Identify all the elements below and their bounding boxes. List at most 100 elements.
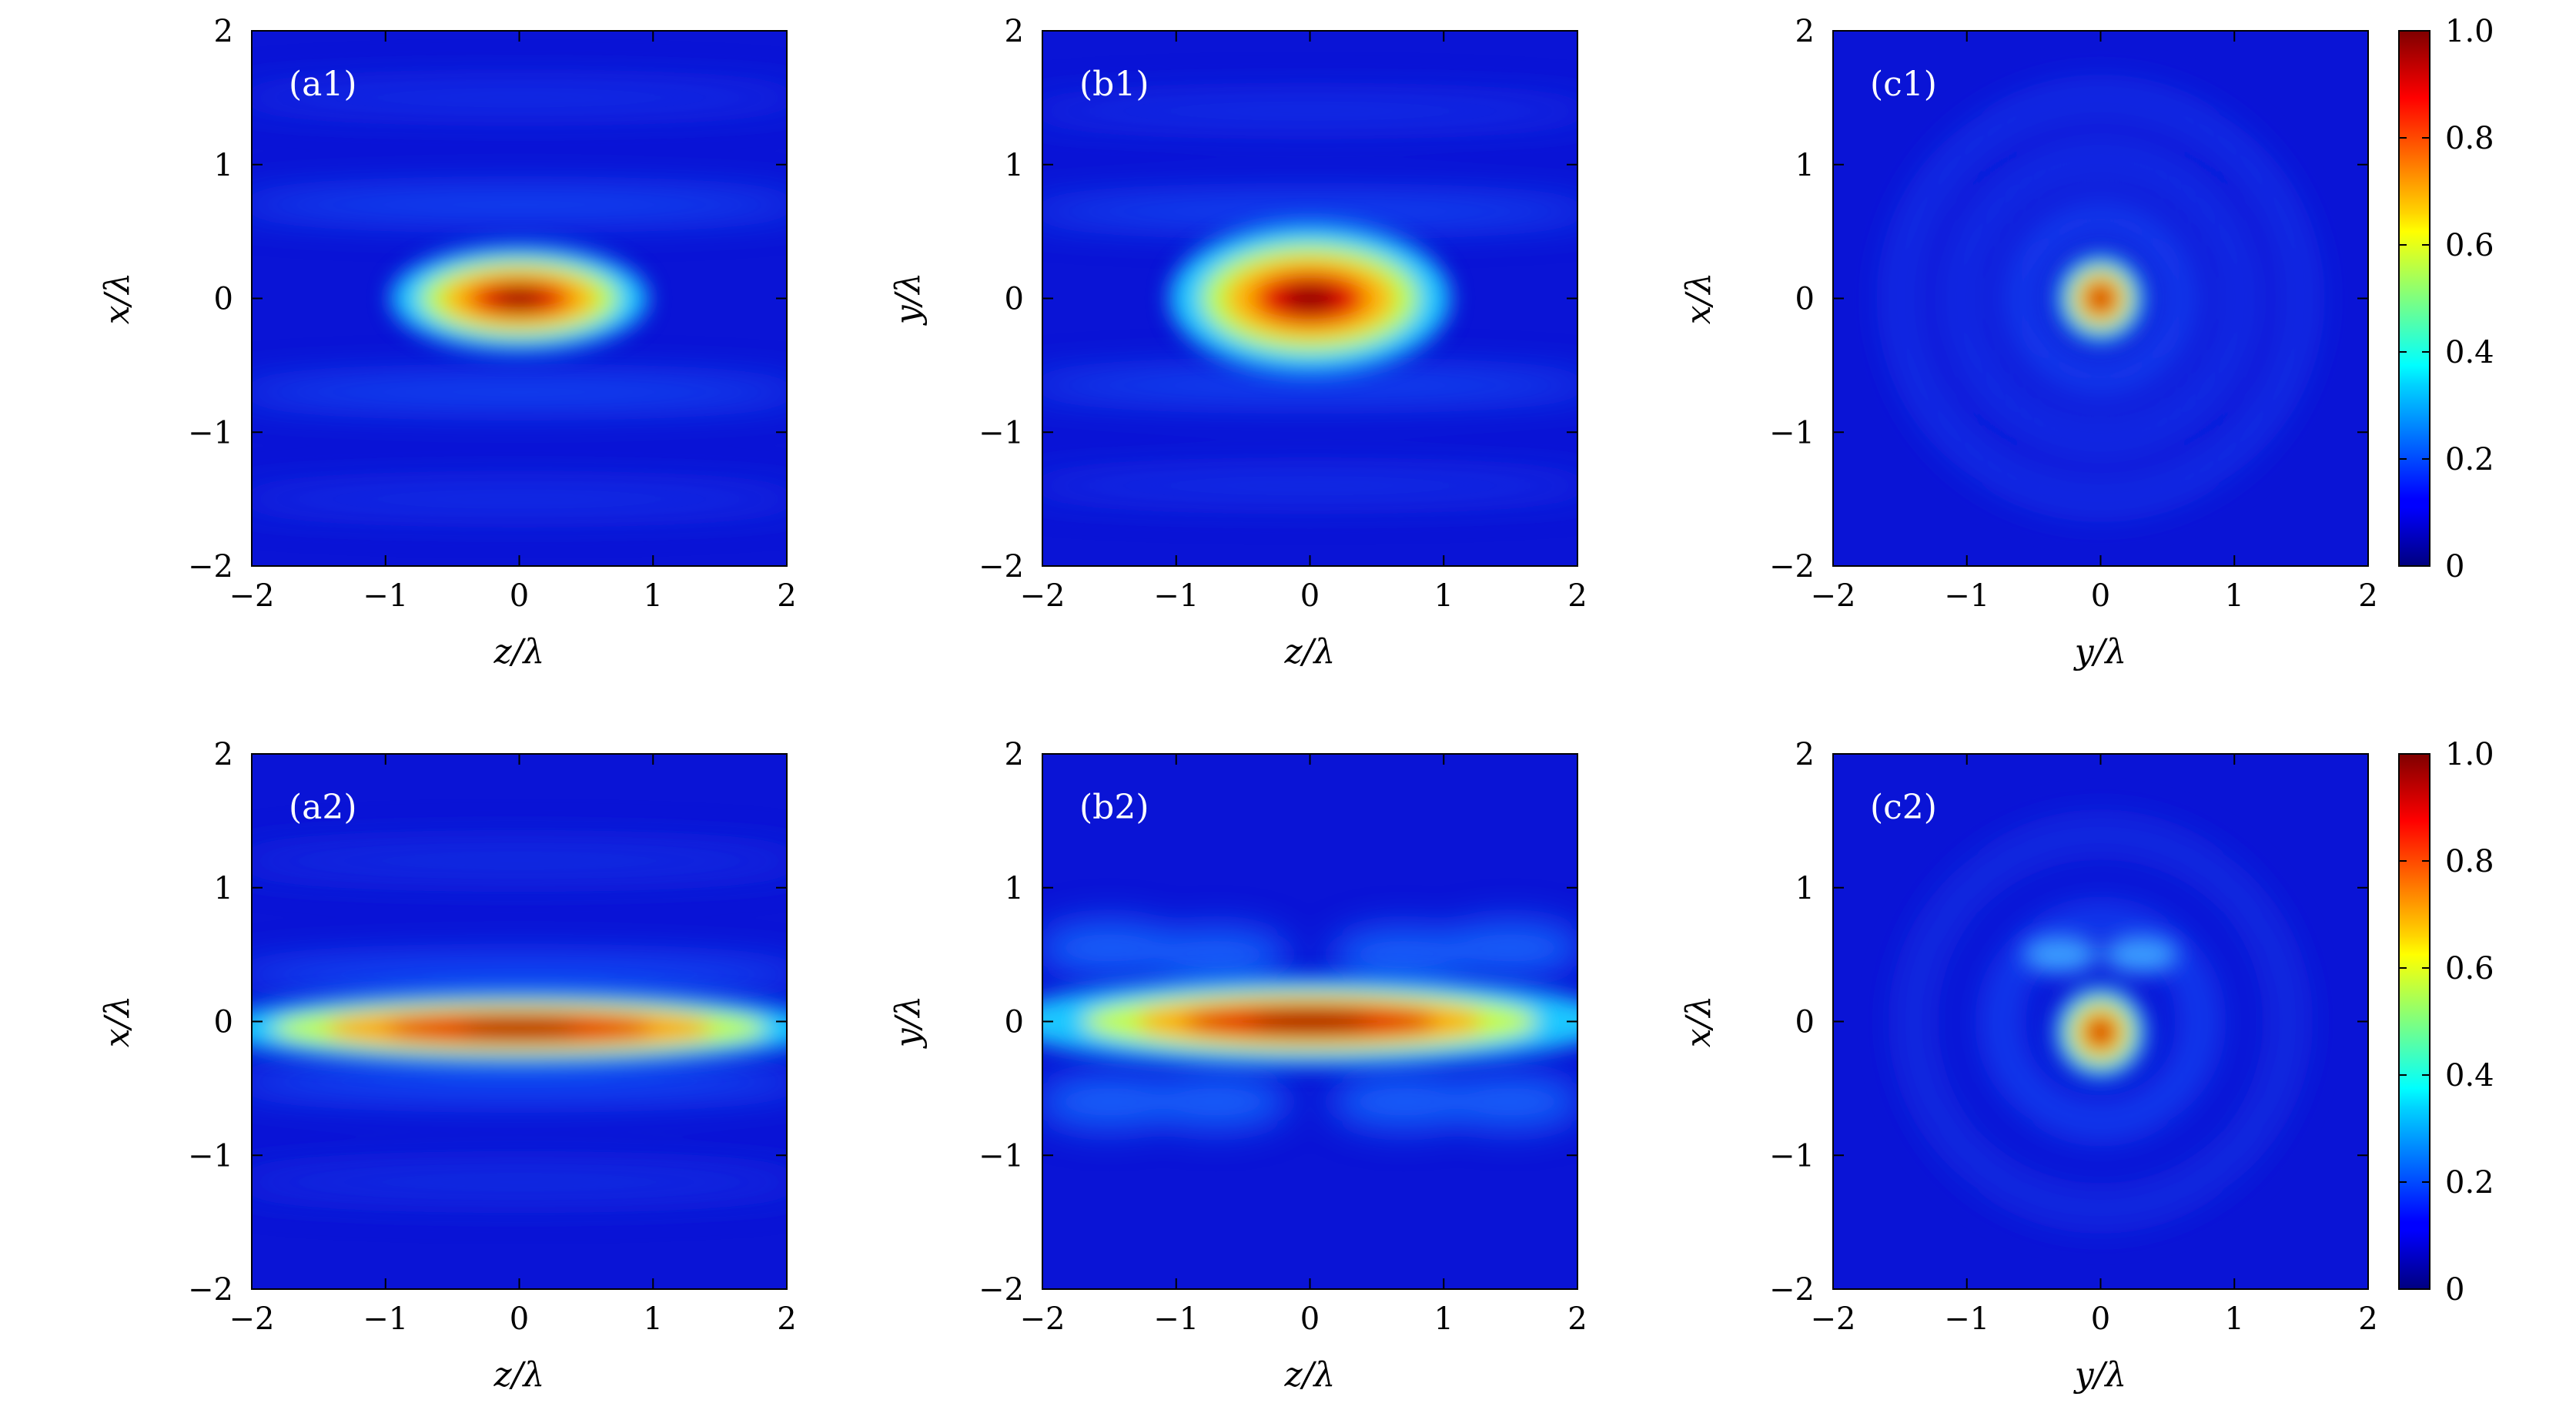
- y-tick-label: 1: [214, 871, 233, 906]
- main-lobe-peak: [459, 1021, 580, 1035]
- colorbar: 0 0.2 0.4 0.6 0.8 1.0: [2398, 14, 2494, 584]
- x-tick-label: 0: [1300, 1301, 1320, 1337]
- airy-ring: [2008, 206, 2193, 391]
- focal-spot-peak: [2093, 1025, 2108, 1040]
- x-tick-label: 0: [2091, 578, 2110, 614]
- side-lobe: [1437, 1075, 1577, 1129]
- x-tick-label: −1: [1944, 578, 1989, 614]
- x-tick-label: 2: [777, 1301, 796, 1337]
- x-tick-label: 2: [1567, 1301, 1587, 1337]
- main-lobe-peak: [1282, 284, 1338, 313]
- y-tick-label: 0: [214, 282, 233, 317]
- heatmap-image: [252, 31, 787, 566]
- y-tick-label: 2: [1005, 737, 1024, 772]
- heatmap-image: [252, 754, 787, 1289]
- heatmap-panel: −2−2 −1 −1 0 0 1 1 2 2 z/λ x/λ (a2): [98, 737, 797, 1395]
- panel-label: (a2): [289, 788, 357, 827]
- y-tick-label: 2: [1795, 737, 1815, 772]
- y-tick-label: 1: [1795, 871, 1815, 906]
- colorbar-frame: [2398, 753, 2430, 1290]
- x-tick-label: 0: [510, 578, 529, 614]
- heatmap-panel: −2−2 −1 −1 0 0 1 1 2 2 y/λ x/λ (c2): [1679, 737, 2378, 1395]
- x-axis-label: z/λ: [493, 1355, 545, 1395]
- colorbar-tick-label: 0.8: [2445, 844, 2494, 879]
- y-tick-label: −2: [1769, 1272, 1815, 1308]
- main-lobe-peak: [1250, 1013, 1370, 1030]
- fringe-band: [1042, 95, 1577, 128]
- x-tick-label: 2: [2358, 578, 2377, 614]
- fringe-band: [252, 1063, 787, 1101]
- x-tick-label: −1: [1153, 578, 1199, 614]
- y-tick-label: −1: [979, 415, 1024, 450]
- y-axis-label: y/λ: [888, 996, 928, 1050]
- upper-lobe: [2022, 936, 2099, 973]
- colorbar-gradient: [2399, 754, 2430, 1289]
- heatmap-panel: −2−2 −1 −1 0 0 1 1 2 2 y/λ x/λ (c1): [1679, 14, 2378, 672]
- y-tick-label: 2: [1005, 14, 1024, 49]
- side-lobe: [1142, 927, 1290, 982]
- x-tick-label: −1: [363, 1301, 408, 1337]
- x-axis-label: y/λ: [2073, 1355, 2127, 1395]
- y-tick-label: −1: [188, 1138, 233, 1174]
- y-tick-label: 2: [214, 14, 233, 49]
- fringe-band: [252, 483, 787, 515]
- colorbar-tick-label: 0.4: [2445, 335, 2494, 370]
- x-tick-label: 1: [1434, 578, 1454, 614]
- heatmap-image: [1833, 31, 2368, 566]
- heatmap-panel: −2−2 −1 −1 0 0 1 1 2 2 z/λ y/λ (b2): [888, 737, 1587, 1395]
- colorbar-tick-label: 0: [2445, 1272, 2464, 1308]
- airy-ring: [1899, 820, 2302, 1223]
- colorbar-tick-label: 0.4: [2445, 1058, 2494, 1094]
- y-axis-label: y/λ: [888, 273, 928, 327]
- panel-label: (a1): [289, 65, 357, 104]
- fringe-band: [252, 189, 787, 221]
- y-tick-label: 1: [1005, 148, 1024, 183]
- x-tick-label: 2: [1567, 578, 1587, 614]
- x-tick-label: 0: [510, 1301, 529, 1337]
- x-tick-label: −1: [1944, 1301, 1989, 1337]
- heatmap-image: [1042, 754, 1577, 1289]
- y-tick-label: −2: [188, 549, 233, 584]
- colorbar-tick-label: 0: [2445, 549, 2464, 584]
- x-axis-label: z/λ: [493, 632, 545, 672]
- colorbar-frame: [2398, 30, 2430, 567]
- colorbar-tick-label: 0.2: [2445, 1165, 2494, 1201]
- fringe-band: [252, 376, 787, 408]
- y-tick-label: 1: [1795, 148, 1815, 183]
- y-tick-label: −2: [1769, 549, 1815, 584]
- colorbar: 0 0.2 0.4 0.6 0.8 1.0: [2398, 737, 2494, 1308]
- side-lobe: [1330, 1075, 1477, 1129]
- x-tick-label: −2: [229, 578, 275, 614]
- fringe-band: [252, 956, 787, 994]
- x-tick-label: 1: [644, 578, 663, 614]
- y-tick-label: 2: [214, 737, 233, 772]
- y-tick-label: 0: [1795, 282, 1815, 317]
- heatmap-image: [1042, 31, 1577, 566]
- x-tick-label: −2: [1020, 1301, 1066, 1337]
- y-tick-label: −2: [979, 549, 1024, 584]
- x-tick-label: −1: [1153, 1301, 1199, 1337]
- colorbar-tick-label: 0.8: [2445, 121, 2494, 156]
- y-tick-label: −1: [979, 1138, 1024, 1174]
- y-axis-label: x/λ: [1679, 273, 1718, 325]
- colorbar-tick-label: 0.6: [2445, 951, 2494, 986]
- x-axis-label: y/λ: [2073, 632, 2127, 672]
- fringe-band: [1042, 195, 1577, 228]
- focal-spot-peak: [2093, 291, 2108, 306]
- airy-ring: [1948, 146, 2253, 451]
- fringe-band: [252, 842, 787, 880]
- y-tick-label: 0: [1005, 282, 1024, 317]
- y-axis-label: x/λ: [1679, 996, 1718, 1048]
- x-tick-label: 1: [644, 1301, 663, 1337]
- x-tick-label: 2: [777, 578, 796, 614]
- x-axis-label: z/λ: [1284, 632, 1336, 672]
- y-tick-label: −1: [1769, 415, 1815, 450]
- y-axis-label: x/λ: [98, 996, 137, 1048]
- fringe-band: [252, 1163, 787, 1201]
- panel-label: (c1): [1870, 65, 1937, 104]
- airy-ring: [1888, 85, 2313, 511]
- x-axis-label: z/λ: [1284, 1355, 1336, 1395]
- y-tick-label: −2: [188, 1272, 233, 1308]
- y-tick-label: 1: [214, 148, 233, 183]
- side-lobe: [1330, 927, 1477, 982]
